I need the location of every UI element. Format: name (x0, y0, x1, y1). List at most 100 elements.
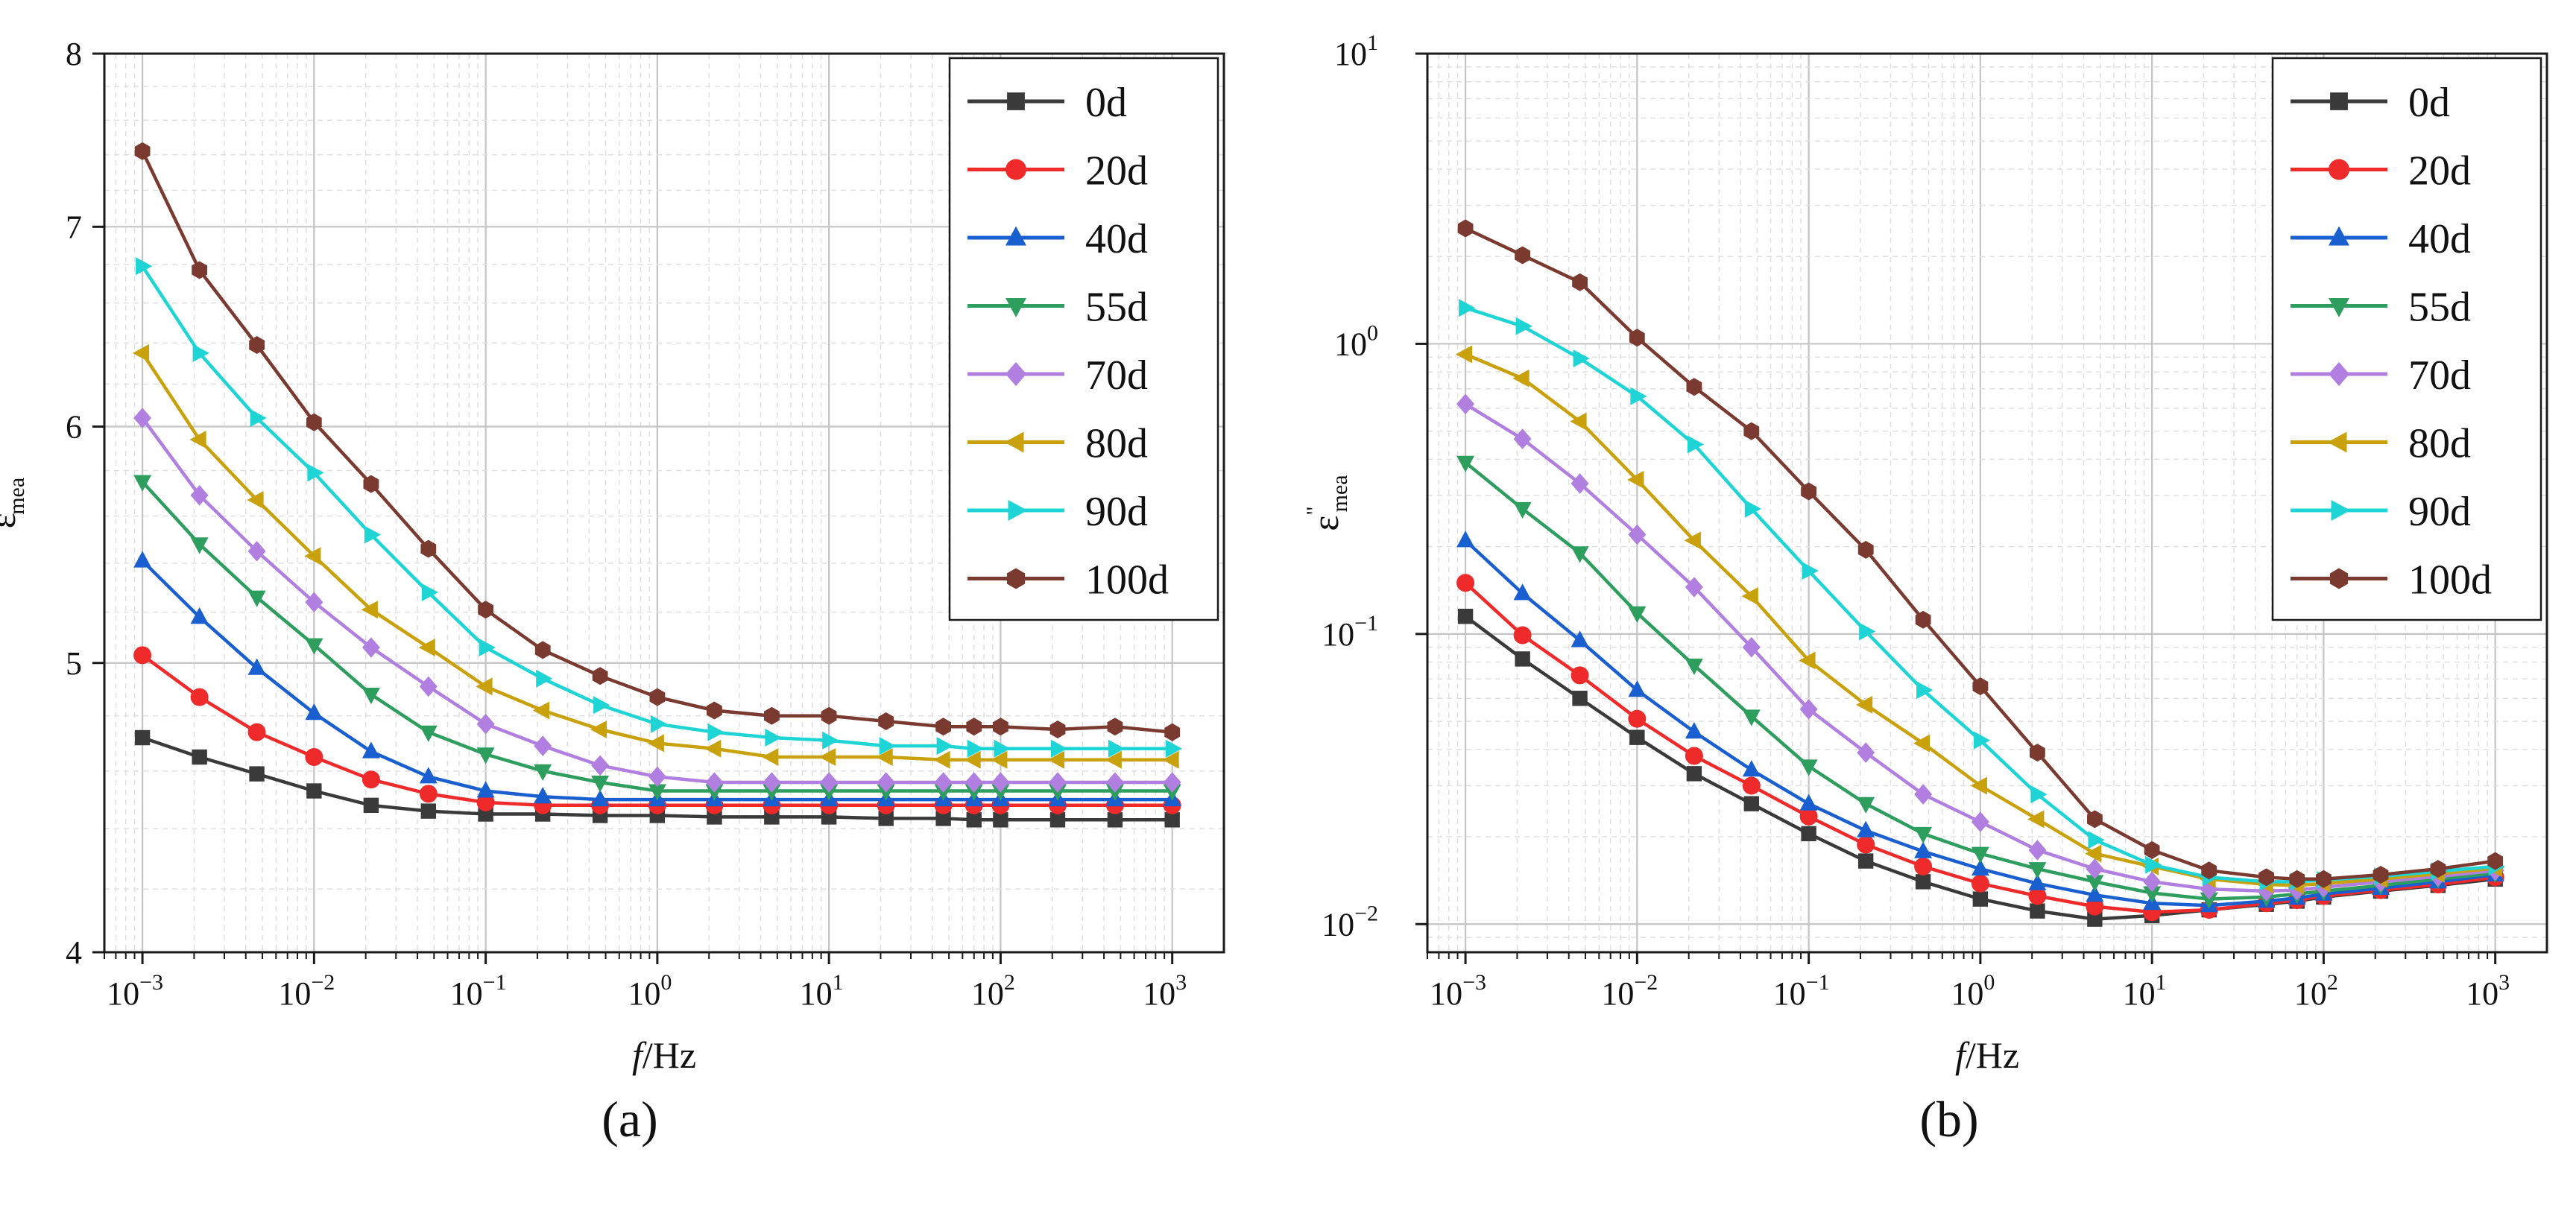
data-point-0d (1457, 609, 1474, 624)
data-point-55d (2143, 886, 2162, 903)
legend-label-70d: 70d (2408, 352, 2471, 399)
data-point-100d (1164, 723, 1181, 741)
data-point-0d (1801, 826, 1816, 842)
legend-label-40d: 40d (1085, 216, 1148, 262)
data-point-90d (1165, 739, 1182, 758)
data-point-55d (305, 638, 323, 655)
data-point-90d (1051, 739, 1068, 758)
data-point-80d (1684, 531, 1701, 550)
data-point-100d (534, 641, 551, 659)
x-tick-label: 100 (628, 970, 672, 1012)
x-tick-label: 102 (971, 970, 1015, 1012)
data-point-70d (1742, 636, 1761, 658)
data-point-100d (1457, 219, 1474, 238)
data-point-70d (1456, 393, 1475, 415)
data-point-90d (536, 669, 553, 688)
data-point-20d (1685, 747, 1703, 765)
data-point-80d (418, 639, 435, 656)
data-point-70d (1163, 772, 1181, 793)
data-point-55d (1628, 606, 1647, 623)
data-point-0d (1915, 874, 1931, 890)
data-point-0d (1164, 812, 1180, 828)
data-point-70d (247, 541, 266, 562)
data-point-80d (1856, 695, 1873, 714)
data-point-90d (936, 737, 953, 756)
x-tick-label: 102 (2294, 970, 2338, 1012)
data-point-0d (1572, 691, 1588, 706)
data-point-70d (1799, 699, 1818, 720)
data-point-20d (1857, 835, 1875, 854)
data-point-90d (1916, 681, 1933, 700)
data-point-20d (2086, 897, 2104, 916)
legend-label-55d: 55d (2408, 285, 2471, 331)
data-point-70d (991, 772, 1010, 793)
data-point-100d (1049, 721, 1066, 738)
data-point-80d (1162, 750, 1179, 769)
data-point-70d (1857, 742, 1875, 763)
data-point-0d (134, 729, 151, 746)
legend-label-80d: 80d (1085, 421, 1148, 467)
legend-label-0d: 0d (2408, 80, 2450, 126)
data-point-70d (2143, 871, 2162, 893)
data-point-55d (1914, 826, 1933, 844)
legend-marker-40d (2329, 226, 2349, 246)
data-point-55d (1799, 759, 1818, 776)
data-point-55d (419, 725, 438, 742)
data-point-70d (648, 766, 666, 788)
data-point-80d (876, 748, 893, 766)
data-point-100d (420, 539, 437, 558)
data-point-40d (591, 789, 610, 807)
data-point-80d (819, 748, 836, 766)
legend-label-90d: 90d (2408, 489, 2471, 535)
data-point-40d (1742, 760, 1761, 777)
data-point-70d (1628, 524, 1647, 545)
data-point-0d (2030, 903, 2045, 919)
data-point-0d (1515, 651, 1530, 667)
data-point-0d (1629, 729, 1645, 745)
series-group (132, 142, 1182, 828)
series-0d (134, 729, 1180, 828)
data-point-100d (2087, 810, 2103, 829)
y-tick-label: 10−2 (1322, 901, 1378, 943)
y-tick-label: 5 (66, 645, 82, 682)
data-point-0d (192, 749, 207, 765)
data-point-0d (306, 783, 322, 799)
data-point-0d (2087, 911, 2103, 927)
data-point-90d (421, 583, 438, 601)
data-point-55d (2028, 862, 2047, 879)
x-axis-label: f/Hz (1955, 1034, 2019, 1076)
legend-label-80d: 80d (2408, 421, 2471, 467)
data-point-100d (363, 475, 379, 493)
data-point-80d (1512, 369, 1530, 387)
data-point-90d (1744, 499, 1761, 518)
data-point-70d (965, 772, 983, 793)
data-point-90d (364, 525, 382, 544)
data-point-100d (1801, 482, 1816, 501)
series-40d (1456, 531, 2504, 913)
data-point-100d (966, 718, 982, 736)
data-point-100d (2030, 744, 2045, 762)
series-80d (132, 343, 1179, 769)
data-point-0d (1972, 891, 1989, 907)
data-point-40d (362, 741, 380, 759)
data-point-80d (1799, 651, 1816, 670)
data-point-0d (878, 811, 894, 826)
data-point-55d (362, 688, 380, 705)
data-point-55d (2200, 892, 2218, 909)
data-point-100d (707, 701, 722, 720)
data-point-100d (1572, 273, 1588, 291)
y-tick-label: 10−1 (1322, 611, 1378, 653)
legend-label-40d: 40d (2408, 216, 2471, 262)
legend-label-90d: 90d (1085, 489, 1148, 535)
data-point-100d (2430, 860, 2446, 878)
data-point-80d (1913, 734, 1931, 753)
data-point-80d (189, 431, 206, 449)
data-point-70d (591, 755, 610, 776)
data-point-70d (1570, 473, 1589, 494)
data-point-70d (934, 772, 953, 793)
data-point-100d (1515, 246, 1530, 265)
data-point-80d (991, 750, 1008, 769)
data-point-40d (133, 551, 152, 568)
data-point-100d (192, 261, 207, 279)
